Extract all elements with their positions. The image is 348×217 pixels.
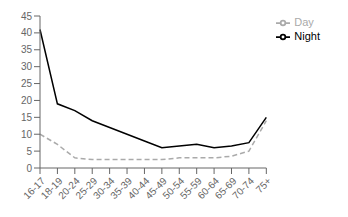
svg-text:40: 40 xyxy=(21,27,33,38)
html-text:Day: Day xyxy=(294,16,314,28)
svg-text:25: 25 xyxy=(21,78,33,89)
svg-text:35-39: 35-39 xyxy=(108,175,135,202)
svg-text:25-29: 25-29 xyxy=(73,175,100,202)
svg-text:30-34: 30-34 xyxy=(90,175,117,202)
svg-text:15: 15 xyxy=(21,112,33,123)
svg-text:16-17: 16-17 xyxy=(21,175,48,202)
svg-text:35: 35 xyxy=(21,44,33,55)
svg-text:40-44: 40-44 xyxy=(125,175,152,202)
svg-text:18-19: 18-19 xyxy=(38,175,65,202)
svg-text:45-49: 45-49 xyxy=(143,175,169,202)
svg-text:60-64: 60-64 xyxy=(195,175,222,202)
svg-text:10: 10 xyxy=(21,129,33,140)
svg-text:70-74: 70-74 xyxy=(230,175,256,201)
svg-text:55-59: 55-59 xyxy=(177,175,204,202)
svg-text:5: 5 xyxy=(26,146,32,157)
svg-text:65-69: 65-69 xyxy=(212,175,239,202)
svg-text:45: 45 xyxy=(21,11,33,22)
svg-text:20-24: 20-24 xyxy=(56,175,82,202)
svg-text:0: 0 xyxy=(26,163,32,174)
svg-text:50-54: 50-54 xyxy=(160,175,187,202)
svg-text:20: 20 xyxy=(21,95,33,106)
svg-text:30: 30 xyxy=(21,61,33,72)
svg-text:75+: 75+ xyxy=(254,175,274,195)
html-text:Night: Night xyxy=(294,30,320,43)
